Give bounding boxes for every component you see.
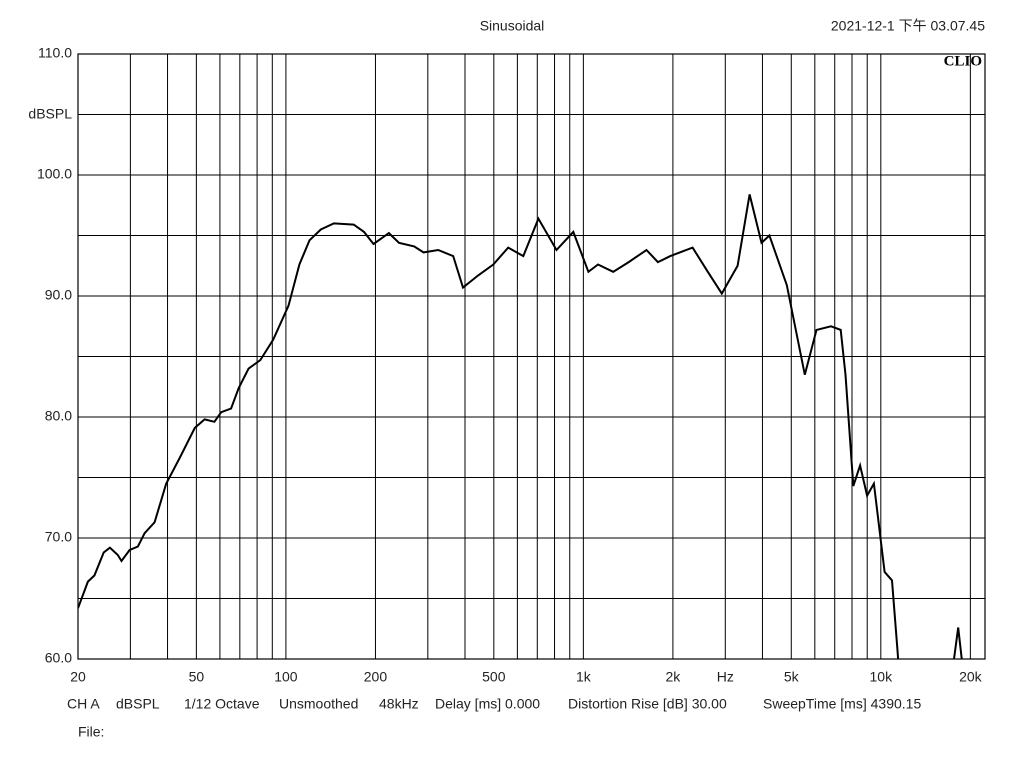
y-tick-label: 60.0 [45, 650, 72, 666]
footer-item: dBSPL [116, 696, 160, 712]
footer-item: Distortion Rise [dB] 30.00 [568, 696, 727, 712]
chart-title: Sinusoidal [480, 18, 545, 34]
footer-item: 48kHz [379, 696, 419, 712]
timestamp: 2021-12-1 下午 03.07.45 [831, 18, 985, 34]
footer-item: Unsmoothed [279, 696, 358, 712]
y-tick-label: 100.0 [37, 166, 72, 182]
x-tick-label: 1k [576, 669, 592, 685]
x-tick-label: Hz [717, 669, 734, 685]
y-tick-label: 110.0 [38, 45, 72, 61]
x-tick-label: 100 [274, 669, 298, 685]
footer-item: SweepTime [ms] 4390.15 [763, 696, 921, 712]
plot-frame [77, 53, 986, 660]
x-tick-label: 20k [959, 669, 983, 685]
x-tick-label: 500 [482, 669, 506, 685]
x-tick-label: 5k [784, 669, 800, 685]
file-label: File: [78, 724, 104, 740]
footer-item: CH A [67, 696, 100, 712]
footer-item: Delay [ms] 0.000 [435, 696, 540, 712]
y-tick-label: 70.0 [45, 529, 72, 545]
x-tick-label: 50 [189, 669, 205, 685]
x-tick-label: 2k [666, 669, 682, 685]
response-curve [78, 194, 963, 659]
x-tick-label: 20 [70, 669, 86, 685]
y-axis-label: dBSPL [28, 106, 72, 122]
footer-item: 1/12 Octave [184, 696, 260, 712]
y-tick-label: 80.0 [45, 408, 72, 424]
logo: CLIO [944, 53, 982, 69]
y-tick-label: 90.0 [45, 287, 72, 303]
x-tick-label: 200 [364, 669, 388, 685]
x-tick-label: 10k [870, 669, 894, 685]
